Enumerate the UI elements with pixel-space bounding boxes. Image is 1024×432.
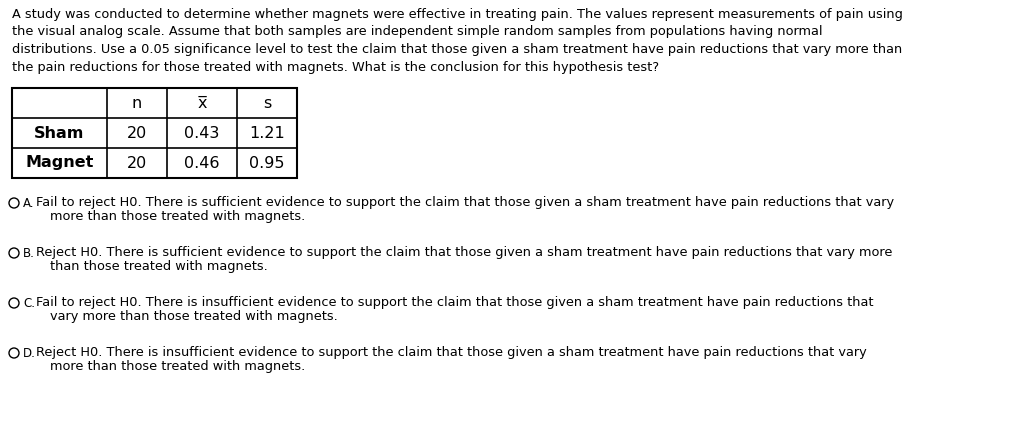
- Bar: [12, 88, 297, 178]
- Text: Fail to reject H0. There is sufficient evidence to support the claim that those : Fail to reject H0. There is sufficient e…: [36, 196, 894, 209]
- Text: n: n: [132, 95, 142, 111]
- Text: A.: A.: [23, 197, 35, 210]
- Text: more than those treated with magnets.: more than those treated with magnets.: [50, 360, 305, 373]
- Text: 20: 20: [127, 126, 147, 140]
- Text: more than those treated with magnets.: more than those treated with magnets.: [50, 210, 305, 223]
- Text: than those treated with magnets.: than those treated with magnets.: [50, 260, 267, 273]
- Text: C.: C.: [23, 297, 35, 310]
- Text: s: s: [263, 95, 271, 111]
- Text: Magnet: Magnet: [26, 156, 93, 171]
- Text: 0.95: 0.95: [249, 156, 285, 171]
- Text: Reject H0. There is sufficient evidence to support the claim that those given a : Reject H0. There is sufficient evidence …: [36, 246, 892, 259]
- Text: 0.43: 0.43: [184, 126, 220, 140]
- Text: D.: D.: [23, 347, 36, 360]
- Text: x̅: x̅: [198, 95, 207, 111]
- Text: Fail to reject H0. There is insufficient evidence to support the claim that thos: Fail to reject H0. There is insufficient…: [36, 296, 873, 309]
- Bar: [12, 88, 297, 178]
- Text: 1.21: 1.21: [249, 126, 285, 140]
- Text: B.: B.: [23, 247, 35, 260]
- Text: Sham: Sham: [35, 126, 85, 140]
- Text: 0.46: 0.46: [184, 156, 220, 171]
- Text: A study was conducted to determine whether magnets were effective in treating pa: A study was conducted to determine wheth…: [12, 8, 903, 73]
- Text: 20: 20: [127, 156, 147, 171]
- Text: vary more than those treated with magnets.: vary more than those treated with magnet…: [50, 310, 338, 323]
- Text: Reject H0. There is insufficient evidence to support the claim that those given : Reject H0. There is insufficient evidenc…: [36, 346, 866, 359]
